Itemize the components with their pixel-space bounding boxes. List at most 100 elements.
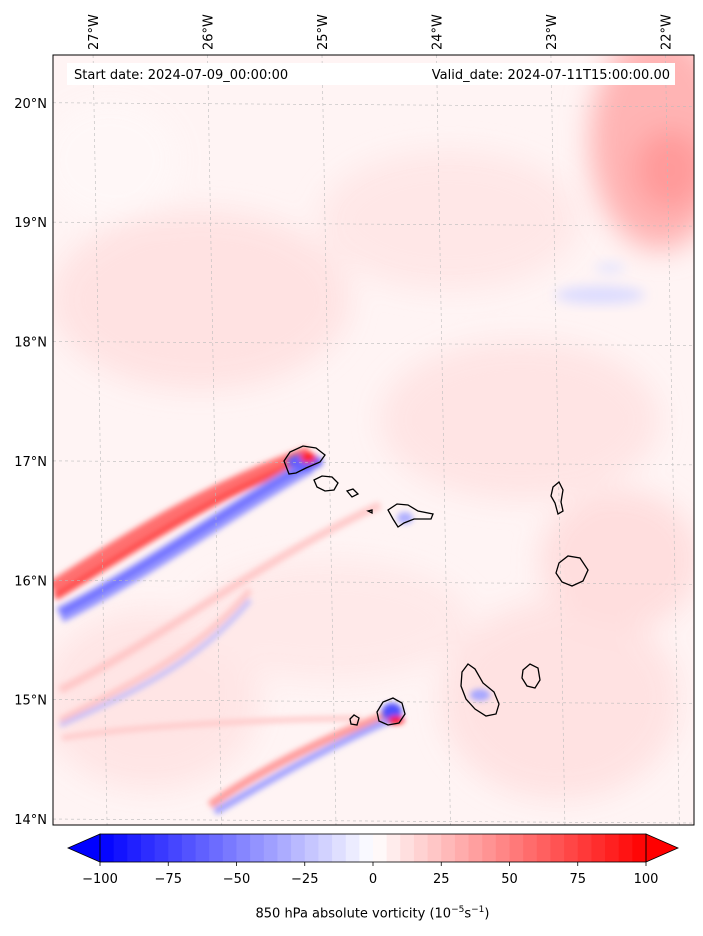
parallel-line <box>53 102 694 108</box>
colorbar: −100 −75 −50 −25 0 25 50 75 100 <box>67 833 679 887</box>
colorbar-cell <box>100 834 115 862</box>
colorbar-tick-label: −75 <box>155 872 182 887</box>
colorbar-tick-label: 100 <box>634 872 659 887</box>
colorbar-tick-label: −50 <box>223 872 250 887</box>
meridian-line <box>321 55 337 825</box>
colorbar-cell <box>250 834 265 862</box>
latitude-tick-label: 14°N <box>14 813 47 828</box>
latitude-labels: 20°N 19°N 18°N 17°N 16°N 15°N 14°N <box>14 97 47 828</box>
colorbar-cell <box>523 834 538 862</box>
colorbar-cell <box>468 834 483 862</box>
parallel-line <box>53 579 694 585</box>
colorbar-cell <box>536 834 552 862</box>
colorbar-cell <box>359 834 374 862</box>
island-branco <box>366 509 373 515</box>
meridian-line <box>92 55 108 825</box>
map-frame <box>52 54 695 826</box>
latitude-tick-label: 15°N <box>14 694 47 709</box>
colorbar-tick-label: 25 <box>433 872 450 887</box>
longitude-tick-label: 23°W <box>545 14 560 50</box>
latitude-tick-label: 19°N <box>14 216 47 231</box>
colorbar-cell <box>140 834 156 862</box>
island-brava <box>349 714 360 726</box>
colorbar-cell <box>454 834 470 862</box>
longitude-tick-label: 24°W <box>430 14 445 50</box>
longitude-tick-label: 22°W <box>659 14 674 50</box>
colorbar-cell <box>564 834 579 862</box>
colorbar-ticks: −100 −75 −50 −25 0 25 50 75 100 <box>82 862 658 887</box>
longitude-tick-label: 25°W <box>316 14 331 50</box>
island-santiago <box>460 663 500 717</box>
colorbar-cell <box>236 834 251 862</box>
island-boa-vista <box>555 555 589 587</box>
vorticity-field <box>53 55 694 816</box>
colorbar-cell <box>386 834 401 862</box>
parallel-line <box>53 818 694 824</box>
valid-date-label: Valid_date: 2024-07-11T15:00:00.00 <box>432 68 670 83</box>
island-sal <box>550 480 564 515</box>
meridian-line <box>207 55 222 825</box>
colorbar-cell <box>222 834 238 862</box>
colorbar-cell <box>195 834 210 862</box>
parallel-line <box>53 341 694 346</box>
island-maio <box>521 663 541 689</box>
colorbar-cell <box>332 834 347 862</box>
colorbar-cell <box>318 834 333 862</box>
colorbar-tick-label: −100 <box>82 872 118 887</box>
colorbar-cell <box>550 834 565 862</box>
colorbar-cell <box>441 834 456 862</box>
colorbar-title: 850 hPa absolute vorticity (10−5s−1) <box>255 905 490 922</box>
meridian-line <box>436 55 451 825</box>
island-santa-luzia <box>345 488 360 498</box>
colorbar-cell <box>591 834 606 862</box>
colorbar-min-extend <box>67 833 101 863</box>
colorbar-cell <box>400 834 415 862</box>
colorbar-tick-label: −25 <box>291 872 318 887</box>
longitude-labels: 27°W 26°W 25°W 24°W 23°W 22°W <box>87 14 674 50</box>
colorbar-cell <box>605 834 620 862</box>
colorbar-cell <box>345 834 360 862</box>
colorbar-cell <box>413 834 429 862</box>
colorbar-tick-label: 75 <box>569 872 586 887</box>
latitude-tick-label: 17°N <box>14 455 47 470</box>
colorbar-cell <box>113 834 128 862</box>
island-sao-nicolau <box>387 503 434 528</box>
coastlines <box>283 445 589 726</box>
island-sao-vicente <box>313 475 339 492</box>
colorbar-cell <box>168 834 183 862</box>
colorbar-cell <box>304 834 319 862</box>
colorbar-cell <box>373 834 388 862</box>
colorbar-cell <box>577 834 592 862</box>
colorbar-cell <box>632 834 647 862</box>
colorbar-cells <box>100 834 647 862</box>
colorbar-cell <box>495 834 511 862</box>
colorbar-cell <box>427 834 442 862</box>
longitude-tick-label: 26°W <box>202 14 217 50</box>
colorbar-cell <box>154 834 169 862</box>
colorbar-max-extend <box>645 833 679 863</box>
colorbar-cell <box>482 834 497 862</box>
latitude-tick-label: 18°N <box>14 336 47 351</box>
info-box <box>67 63 675 85</box>
parallel-line <box>53 699 694 704</box>
latitude-tick-label: 20°N <box>14 97 47 112</box>
map-panel: Start date: 2024-07-09_00:00:00 Valid_da… <box>52 54 695 826</box>
graticule <box>53 55 694 825</box>
latitude-tick-label: 16°N <box>14 574 47 589</box>
start-date-label: Start date: 2024-07-09_00:00:00 <box>74 68 288 83</box>
meridian-line <box>550 55 566 825</box>
meridian-line <box>665 55 680 825</box>
colorbar-tick-label: 0 <box>369 872 377 887</box>
colorbar-cell <box>509 834 524 862</box>
parallel-line <box>53 460 694 466</box>
colorbar-cell <box>209 834 224 862</box>
longitude-tick-label: 27°W <box>87 14 102 50</box>
colorbar-cell <box>618 834 633 862</box>
parallel-line <box>53 221 694 227</box>
colorbar-cell <box>277 834 292 862</box>
island-santo-antao <box>283 445 326 475</box>
colorbar-cell <box>291 834 306 862</box>
colorbar-cell <box>181 834 197 862</box>
colorbar-cell <box>127 834 142 862</box>
